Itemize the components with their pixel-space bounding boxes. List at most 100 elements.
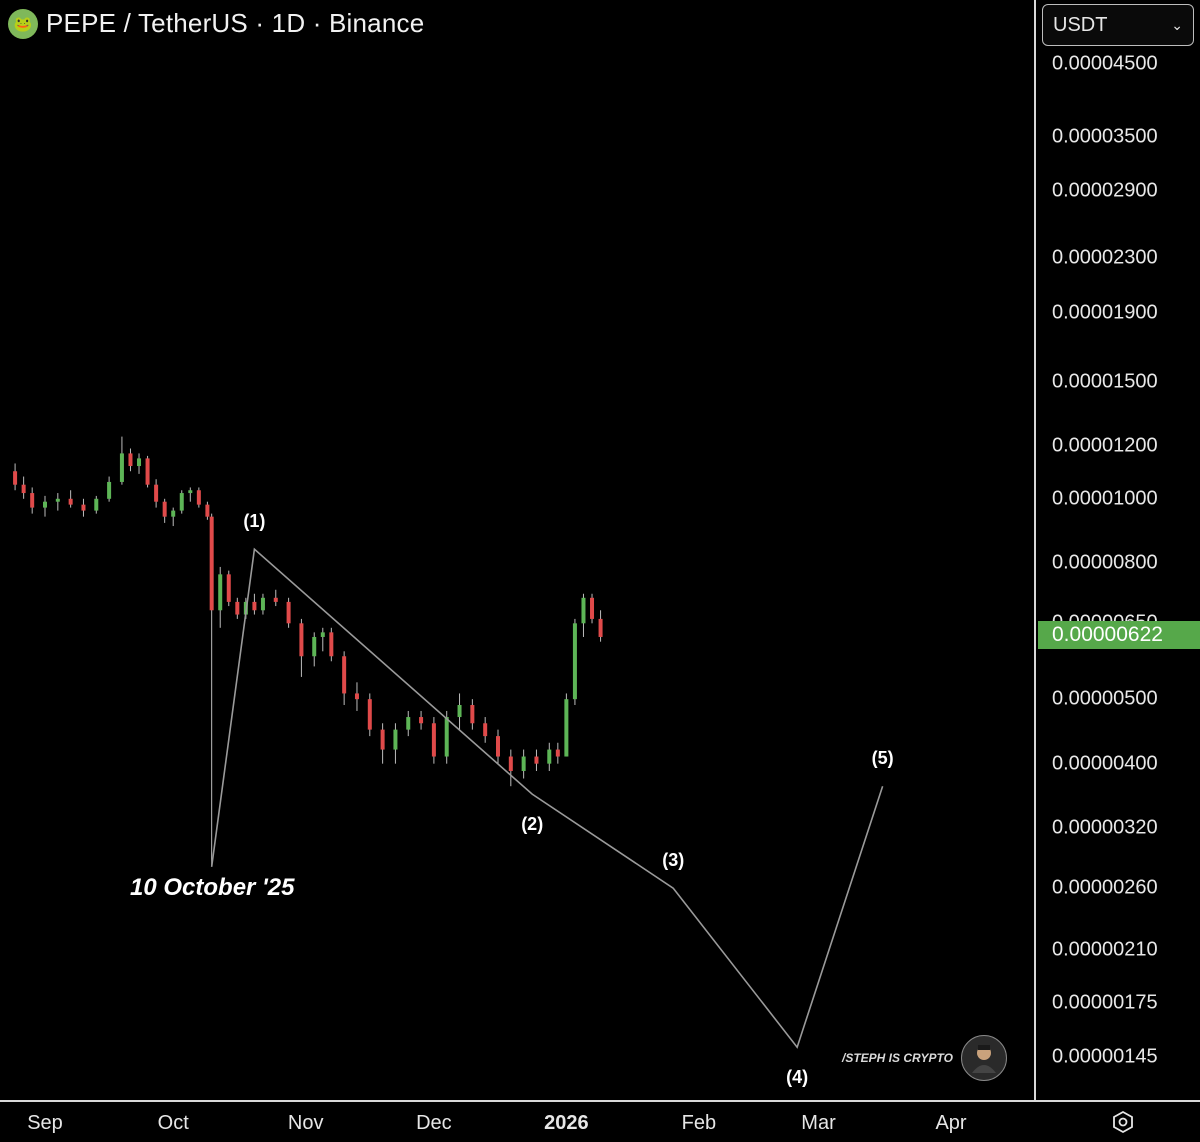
price-tick-label: 0.00002300 [1052,246,1158,269]
price-tick-label: 0.00000210 [1052,938,1158,961]
time-tick-label: Dec [416,1112,452,1134]
price-tick-label: 0.00000400 [1052,752,1158,775]
candle-down[interactable] [286,601,291,624]
candle-down[interactable] [367,699,372,730]
price-tick-label: 0.00000500 [1052,687,1158,710]
candle-up[interactable] [260,597,265,611]
candle-up[interactable] [94,498,99,511]
candle-down[interactable] [196,490,201,505]
candle-down[interactable] [145,458,150,485]
candle-down[interactable] [483,723,488,737]
wave-label: (3) [662,850,685,871]
candle-down[interactable] [354,693,359,700]
wave-label: (5) [871,748,894,769]
candle-down[interactable] [508,756,513,771]
candle-down[interactable] [590,597,595,619]
currency-select[interactable]: USDT ⌄ [1042,4,1194,46]
candle-down[interactable] [30,493,35,508]
price-axis[interactable]: 0.00004500 0.00003500 0.00002900 0.00002300… [1034,0,1200,1100]
price-tick-label: 0.00004500 [1052,52,1158,75]
price-tick-label: 0.00000175 [1052,991,1158,1014]
candle-down[interactable] [598,618,603,637]
candle-down[interactable] [13,471,18,485]
chart-area[interactable]: 🐸 PEPE / TetherUS · 1D · Binance (1) (2) (… [0,0,1034,1100]
watermark-text: /STEPH IS CRYPTO [842,1051,953,1065]
candle-down[interactable] [329,632,334,657]
price-tick-label: 0.00000260 [1052,876,1158,899]
candle-down[interactable] [252,601,257,611]
chart-header: 🐸 PEPE / TetherUS · 1D · Binance [8,8,424,39]
price-tick-label: 0.00002900 [1052,179,1158,202]
candle-up[interactable] [572,623,577,700]
price-tick-label: 0.00000320 [1052,816,1158,839]
pepe-frog-icon: 🐸 [8,8,38,39]
time-tick-label: Oct [157,1112,189,1134]
candle-down[interactable] [205,504,210,517]
candle-up[interactable] [218,574,223,611]
wave-label: (2) [521,814,544,835]
candle-up[interactable] [107,481,112,499]
candle-down[interactable] [470,705,475,724]
candle-down[interactable] [235,601,240,615]
candle-down[interactable] [419,717,424,724]
currency-select-value: USDT [1053,13,1108,36]
price-chart[interactable] [0,0,1034,1100]
candle-up[interactable] [521,756,526,771]
candle-up[interactable] [119,453,124,482]
price-tick-label: 0.00003500 [1052,125,1158,148]
wave-projection-line[interactable] [210,547,884,1049]
time-tick-label: Nov [287,1112,324,1134]
price-tick-label: 0.00001500 [1052,370,1158,393]
time-tick-label: Sep [27,1112,63,1134]
candle-down[interactable] [209,516,214,611]
candle-down[interactable] [555,749,560,757]
time-axis[interactable]: Sep Oct Nov Dec 2026 Feb Mar Apr [0,1100,1200,1142]
price-tick-label: 0.00000800 [1052,551,1158,574]
candle-up[interactable] [547,749,552,764]
watermark: /STEPH IS CRYPTO [842,1035,1007,1081]
candle-down[interactable] [431,723,436,757]
candle-down[interactable] [162,501,167,517]
candle-up[interactable] [179,493,184,511]
candle-down[interactable] [342,656,347,694]
candle-up[interactable] [406,717,411,730]
candle-down[interactable] [68,498,73,505]
candle-down[interactable] [226,574,231,602]
current-price-badge: 0.00000622 [1038,621,1200,649]
time-tick-label: 2026 [544,1112,589,1134]
time-tick-label: Mar [801,1112,836,1134]
candle-up[interactable] [564,699,569,757]
candle-up[interactable] [457,705,462,718]
candle-up[interactable] [320,632,325,637]
candle-up[interactable] [312,636,317,657]
candle-down[interactable] [273,597,278,602]
price-tick-label: 0.00000145 [1052,1045,1158,1068]
candle-down[interactable] [154,484,159,502]
candle-down[interactable] [128,453,133,467]
candle-up[interactable] [55,498,60,502]
time-tick-label: Feb [681,1112,717,1134]
candle-down[interactable] [21,484,26,494]
candle-up[interactable] [43,501,47,508]
symbol-title[interactable]: PEPE / TetherUS · 1D · Binance [46,8,425,38]
candle-up[interactable] [444,717,449,757]
chevron-down-icon: ⌄ [1171,16,1183,33]
time-tick-label: Apr [935,1112,967,1134]
date-annotation: 10 October '25 [130,874,295,901]
candle-up[interactable] [393,729,398,750]
price-tick-label: 0.00001000 [1052,487,1158,510]
candle-down[interactable] [299,623,304,657]
candle-down[interactable] [496,736,500,757]
avatar-icon [960,1035,1007,1081]
candle-down[interactable] [380,729,385,750]
price-tick-label: 0.00001200 [1052,434,1158,457]
hexagon-settings-icon[interactable] [1111,1110,1135,1134]
wave-label: (1) [243,511,266,532]
candle-down[interactable] [81,504,86,511]
candle-down[interactable] [534,756,539,764]
candle-up[interactable] [137,458,142,467]
candle-up[interactable] [188,490,193,494]
price-tick-label: 0.00001900 [1052,301,1158,324]
candle-up[interactable] [581,597,586,624]
candle-up[interactable] [171,510,176,517]
